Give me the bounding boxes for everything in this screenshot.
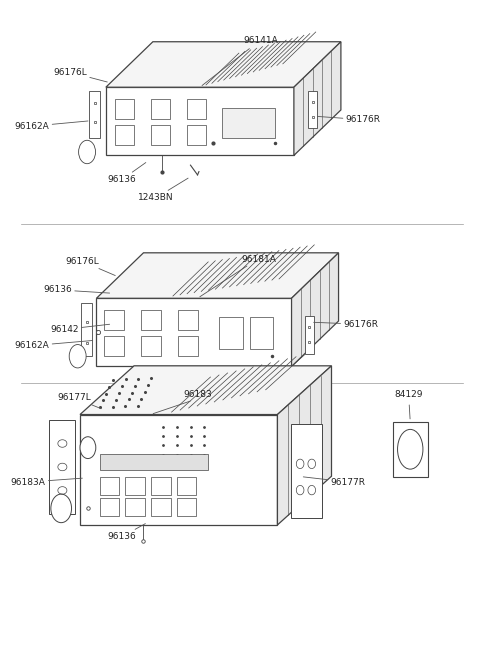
Polygon shape bbox=[277, 365, 332, 525]
Bar bbox=[291, 424, 322, 518]
Bar bbox=[151, 498, 171, 516]
Bar bbox=[179, 310, 198, 330]
Polygon shape bbox=[294, 42, 341, 155]
Bar bbox=[305, 316, 314, 354]
Bar bbox=[104, 310, 124, 330]
Text: 1243BN: 1243BN bbox=[138, 178, 188, 202]
Text: 96183A: 96183A bbox=[11, 477, 83, 487]
Polygon shape bbox=[96, 253, 338, 298]
Circle shape bbox=[69, 345, 86, 368]
Circle shape bbox=[51, 494, 72, 523]
Text: 96176R: 96176R bbox=[313, 320, 378, 329]
Text: 96142: 96142 bbox=[50, 324, 109, 334]
Bar bbox=[151, 99, 170, 119]
Text: 96162A: 96162A bbox=[15, 341, 93, 350]
Text: 96177L: 96177L bbox=[57, 393, 101, 409]
Bar bbox=[393, 422, 428, 477]
Bar bbox=[177, 498, 196, 516]
Circle shape bbox=[80, 437, 96, 458]
Text: 96177R: 96177R bbox=[303, 477, 366, 487]
Bar bbox=[115, 99, 134, 119]
Bar bbox=[100, 455, 208, 470]
Bar bbox=[100, 477, 120, 495]
Bar bbox=[219, 316, 243, 349]
Bar bbox=[179, 336, 198, 356]
Bar bbox=[151, 124, 170, 145]
Bar bbox=[222, 107, 275, 138]
Ellipse shape bbox=[397, 430, 423, 469]
Bar bbox=[141, 336, 161, 356]
Bar bbox=[125, 498, 145, 516]
Bar bbox=[250, 316, 273, 349]
Polygon shape bbox=[80, 365, 332, 415]
Text: 96136: 96136 bbox=[108, 162, 146, 184]
Text: 84129: 84129 bbox=[395, 390, 423, 399]
Text: 96136: 96136 bbox=[108, 523, 145, 541]
Bar bbox=[104, 336, 124, 356]
Bar bbox=[100, 498, 120, 516]
Bar bbox=[49, 420, 75, 514]
Bar bbox=[151, 477, 171, 495]
Text: 96176L: 96176L bbox=[65, 257, 115, 276]
Circle shape bbox=[79, 140, 96, 164]
Text: 96141A: 96141A bbox=[244, 36, 278, 45]
Polygon shape bbox=[106, 42, 341, 87]
Bar bbox=[89, 90, 100, 138]
Text: 96176L: 96176L bbox=[53, 67, 107, 82]
Polygon shape bbox=[291, 253, 338, 366]
Bar bbox=[308, 90, 317, 128]
Bar bbox=[177, 477, 196, 495]
Bar bbox=[125, 477, 145, 495]
Text: 96136: 96136 bbox=[43, 286, 109, 294]
Bar bbox=[187, 99, 205, 119]
Text: 96162A: 96162A bbox=[15, 121, 88, 130]
Bar bbox=[141, 310, 161, 330]
Text: 96176R: 96176R bbox=[317, 115, 381, 124]
Bar bbox=[187, 124, 205, 145]
Text: 96183: 96183 bbox=[183, 390, 212, 399]
Text: 96181A: 96181A bbox=[241, 255, 276, 264]
Bar bbox=[115, 124, 134, 145]
Bar bbox=[82, 303, 92, 356]
